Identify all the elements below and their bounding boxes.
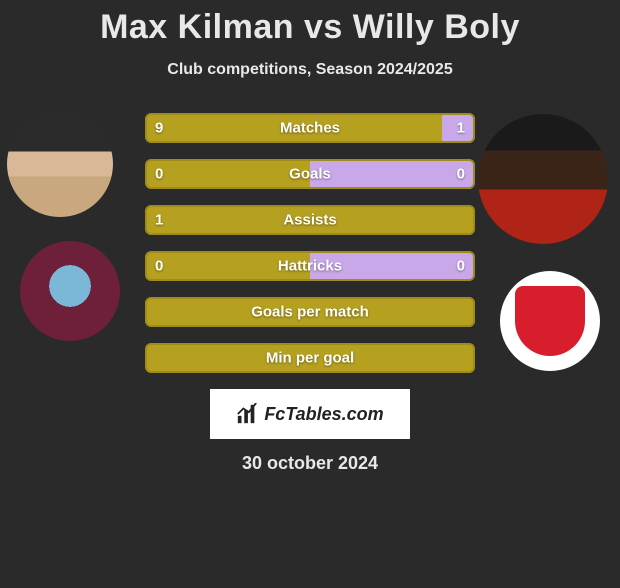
chart-icon [236, 403, 258, 425]
player1-club-crest [20, 241, 120, 341]
bar-value-player2: 0 [457, 258, 465, 275]
vs-text: vs [304, 8, 343, 46]
stat-bar-row: Matches9 1 [145, 113, 475, 143]
stat-bar-row: Hattricks0 0 [145, 251, 475, 281]
bar-value-player2: 1 [457, 120, 465, 137]
stat-bar-row: Assists1 [145, 205, 475, 235]
stat-bar-row: Goals per match [145, 297, 475, 327]
bar-label: Hattricks [145, 258, 475, 275]
bar-value-player1: 1 [155, 212, 163, 229]
bar-value-player2: 0 [457, 166, 465, 183]
watermark: FcTables.com [210, 389, 410, 439]
bar-value-player1: 0 [155, 258, 163, 275]
player2-avatar [478, 114, 608, 244]
stat-bar-row: Goals0 0 [145, 159, 475, 189]
player1-avatar [7, 111, 113, 217]
player2-face-icon [478, 114, 608, 244]
bar-value-player1: 0 [155, 166, 163, 183]
comparison-title: Max Kilman vs Willy Boly [0, 8, 620, 47]
stat-bars: Matches91Goals00Assists1Hattricks00Goals… [145, 109, 475, 373]
player1-name: Max Kilman [100, 8, 294, 46]
stat-bar-row: Min per goal [145, 343, 475, 373]
date-text: 30 october 2024 [0, 453, 620, 474]
bar-label: Min per goal [145, 350, 475, 367]
watermark-text: FcTables.com [264, 404, 383, 425]
chart-area: Matches91Goals00Assists1Hattricks00Goals… [0, 109, 620, 373]
bar-label: Assists [145, 212, 475, 229]
subtitle: Club competitions, Season 2024/2025 [0, 61, 620, 79]
nottingham-forest-crest-icon [500, 271, 600, 371]
bar-label: Goals [145, 166, 475, 183]
player1-face-icon [7, 111, 113, 217]
bar-value-player1: 9 [155, 120, 163, 137]
bar-label: Matches [145, 120, 475, 137]
player2-name: Willy Boly [353, 8, 520, 46]
west-ham-crest-icon [20, 241, 120, 341]
player2-club-crest [500, 271, 600, 371]
bar-label: Goals per match [145, 304, 475, 321]
